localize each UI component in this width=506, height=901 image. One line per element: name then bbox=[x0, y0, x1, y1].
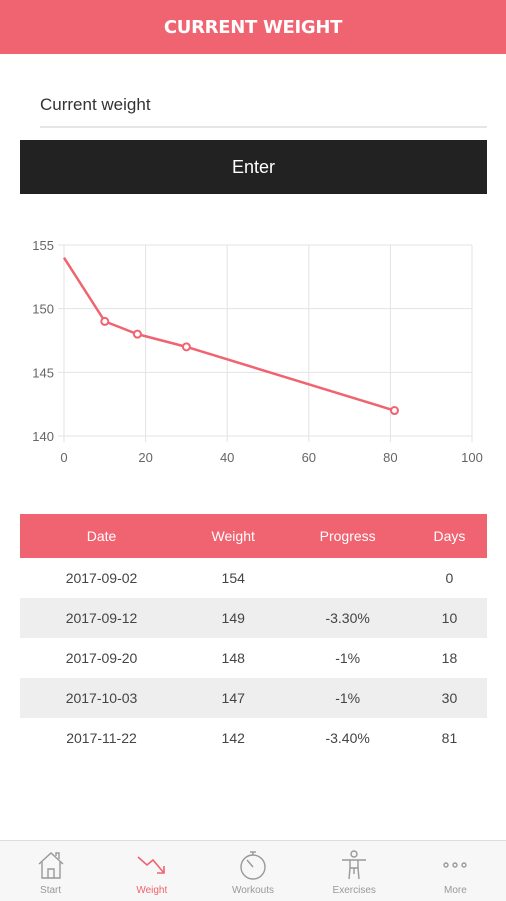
y-tick-label: 150 bbox=[32, 302, 54, 317]
data-point[interactable] bbox=[181, 342, 191, 352]
table-row[interactable]: 2017-09-02 154 0 bbox=[20, 558, 487, 598]
enter-button[interactable]: Enter bbox=[20, 140, 487, 194]
app-header: CURRENT WEIGHT bbox=[0, 0, 506, 54]
x-tick-label: 40 bbox=[220, 450, 234, 465]
days-cell: 81 bbox=[441, 730, 458, 746]
progress-cell: -1% bbox=[283, 678, 412, 718]
x-tick-label: 80 bbox=[383, 450, 397, 465]
progress-cell: -1% bbox=[335, 650, 361, 666]
x-tick-label: 60 bbox=[302, 450, 316, 465]
date-cell: 2017-09-12 bbox=[20, 598, 184, 638]
tab-label: Weight bbox=[136, 885, 168, 896]
data-point[interactable] bbox=[100, 316, 110, 326]
y-tick-label: 140 bbox=[32, 429, 54, 444]
progress-cell bbox=[283, 558, 412, 598]
y-tick-label: 145 bbox=[32, 365, 54, 380]
table-row[interactable]: 2017-09-12 149 -3.30% 10 bbox=[20, 598, 487, 638]
tab-label: Workouts bbox=[231, 885, 275, 896]
more-icon bbox=[443, 862, 468, 868]
tab-exercises[interactable]: Exercises bbox=[304, 841, 405, 901]
tab-more[interactable]: More bbox=[405, 841, 506, 901]
days-cell: 18 bbox=[441, 650, 458, 666]
weight-cell: 148 bbox=[221, 650, 245, 666]
x-tick-label: 20 bbox=[138, 450, 152, 465]
tab-workouts[interactable]: Workouts bbox=[202, 841, 303, 901]
page-title: CURRENT WEIGHT bbox=[163, 16, 343, 38]
x-tick-label: 0 bbox=[60, 450, 67, 465]
weight-cell: 149 bbox=[183, 598, 284, 638]
weight-cell: 154 bbox=[221, 570, 245, 586]
y-tick-label: 155 bbox=[32, 238, 54, 253]
stopwatch-icon bbox=[240, 851, 266, 880]
bottom-tab-bar: Start Weight Workouts Exercises bbox=[0, 840, 506, 901]
table-row[interactable]: 2017-09-20 148 -1% 18 bbox=[20, 638, 487, 678]
data-point[interactable] bbox=[132, 329, 142, 339]
tab-start[interactable]: Start bbox=[0, 841, 101, 901]
days-cell: 30 bbox=[411, 678, 487, 718]
days-cell: 10 bbox=[411, 598, 487, 638]
table-header-row: Date Weight Progress Days bbox=[20, 514, 487, 558]
weight-series-line bbox=[62, 257, 395, 412]
column-header-progress: Progress bbox=[283, 514, 412, 558]
date-cell: 2017-10-03 bbox=[20, 678, 184, 718]
tab-label: Start bbox=[40, 885, 62, 896]
weight-cell: 147 bbox=[183, 678, 284, 718]
progress-cell: -3.30% bbox=[283, 598, 412, 638]
person-icon bbox=[342, 850, 367, 880]
trend-down-icon bbox=[137, 856, 165, 874]
tab-label: More bbox=[444, 885, 467, 896]
table-row[interactable]: 2017-11-22 142 -3.40% 81 bbox=[20, 718, 487, 758]
progress-cell: -3.40% bbox=[325, 730, 370, 746]
date-cell: 2017-09-20 bbox=[65, 650, 138, 666]
data-point[interactable] bbox=[389, 406, 399, 416]
column-header-weight: Weight bbox=[183, 514, 284, 558]
days-cell: 0 bbox=[445, 570, 454, 586]
column-header-days: Days bbox=[411, 514, 487, 558]
weight-history-table: Date Weight Progress Days 2017-09-02 154… bbox=[20, 514, 487, 758]
weight-chart: 0 20 40 60 80 100 140 145 150 155 bbox=[32, 238, 483, 465]
date-cell: 2017-11-22 bbox=[66, 730, 137, 746]
column-header-date: Date bbox=[20, 514, 184, 558]
current-weight-input[interactable] bbox=[40, 84, 487, 128]
tab-weight[interactable]: Weight bbox=[101, 841, 202, 901]
weight-cell: 142 bbox=[221, 730, 245, 746]
house-icon bbox=[38, 852, 64, 879]
tab-label: Exercises bbox=[332, 885, 376, 896]
x-tick-label: 100 bbox=[461, 450, 483, 465]
table-row[interactable]: 2017-10-03 147 -1% 30 bbox=[20, 678, 487, 718]
date-cell: 2017-09-02 bbox=[65, 570, 138, 586]
